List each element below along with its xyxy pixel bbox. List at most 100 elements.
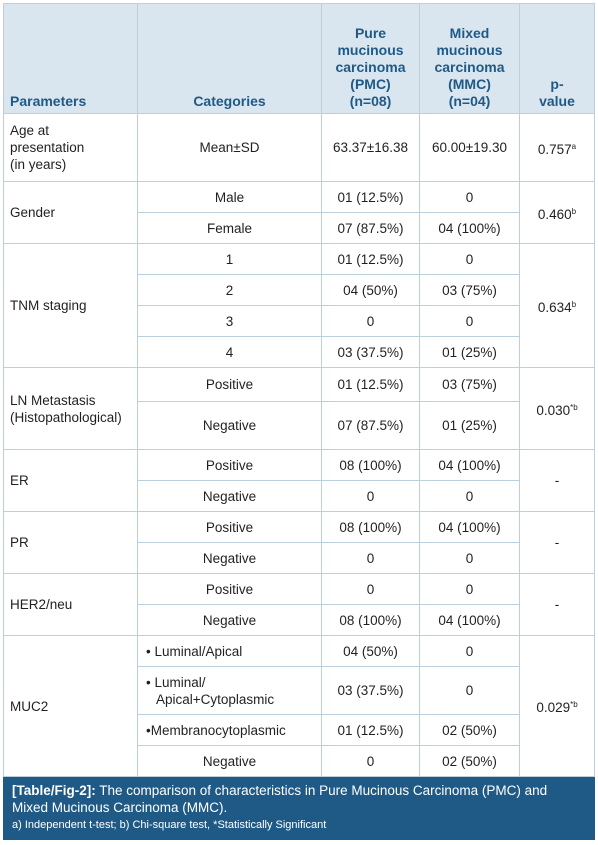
mmc-cell: 01 (25%)	[419, 401, 520, 450]
pmc-cell: 07 (87.5%)	[321, 212, 420, 244]
table-row: • Luminal/Apical+Cytoplasmic 03 (37.5%) …	[4, 666, 595, 715]
table-row: ER Positive 08 (100%) 04 (100%) -	[3, 449, 595, 512]
pmc-cell: 07 (87.5%)	[321, 401, 420, 450]
caption-row: [Table/Fig-2]: The comparison of charact…	[3, 776, 595, 840]
pmc-cell: 04 (50%)	[321, 635, 420, 667]
category-cell: Female	[137, 212, 322, 244]
mmc-cell: 0	[419, 243, 520, 275]
category-cell: • Luminal/Apical	[137, 635, 322, 667]
mmc-cell: 03 (75%)	[419, 274, 520, 306]
pmc-cell: 08 (100%)	[321, 511, 420, 543]
pmc-cell: 0	[321, 542, 420, 574]
table-row-age: Age at presentation (in years) Mean±SD 6…	[3, 113, 595, 182]
param-her2: HER2/neu	[3, 573, 138, 636]
pmc-cell: 03 (37.5%)	[321, 666, 420, 715]
caption-text: [Table/Fig-2]: The comparison of charact…	[12, 783, 548, 815]
pmc-cell: 03 (37.5%)	[321, 336, 420, 368]
param-tnm: TNM staging	[3, 243, 138, 368]
table-row: TNM staging 1 01 (12.5%) 0 0.634b	[3, 243, 595, 368]
header-parameters: Parameters	[3, 3, 138, 114]
table-row: •Membranocytoplasmic 01 (12.5%) 02 (50%)	[4, 714, 595, 746]
mmc-cell: 02 (50%)	[419, 745, 520, 777]
header-mmc: Mixed mucinous carcinoma (MMC) (n=04)	[419, 3, 520, 114]
pmc-cell: 01 (12.5%)	[321, 243, 420, 275]
pmc-cell: 01 (12.5%)	[321, 181, 420, 213]
pmc-cell: 63.37±16.38	[321, 113, 420, 182]
header-pvalue: p- value	[519, 3, 595, 114]
caption-label: [Table/Fig-2]:	[12, 783, 96, 798]
pmc-cell: 0	[321, 305, 420, 337]
category-cell: Positive	[137, 367, 322, 402]
mmc-cell: 0	[419, 573, 520, 605]
table-row: PR Positive 08 (100%) 04 (100%) -	[3, 511, 595, 574]
pvalue-cell: 0.460b	[519, 181, 595, 244]
table-row: Gender Male 01 (12.5%) 0 0.460b	[3, 181, 595, 244]
bullet: •	[146, 674, 151, 690]
category-cell: Male	[137, 181, 322, 213]
category-cell: 4	[137, 336, 322, 368]
table-figure: Parameters Categories Pure mucinous carc…	[3, 3, 595, 842]
pmc-cell: 0	[321, 573, 420, 605]
category-cell: 3	[137, 305, 322, 337]
category-cell: Mean±SD	[137, 113, 322, 182]
header-row: Parameters Categories Pure mucinous carc…	[3, 3, 595, 114]
table-row: 4 03 (37.5%) 01 (25%)	[4, 336, 595, 368]
category-cell: Negative	[137, 480, 322, 512]
table-row: Negative 0 02 (50%)	[4, 745, 595, 777]
table-row: 2 04 (50%) 03 (75%)	[4, 274, 595, 306]
mmc-cell: 0	[419, 635, 520, 667]
table-row: Negative 08 (100%) 04 (100%)	[4, 604, 595, 636]
pmc-cell: 04 (50%)	[321, 274, 420, 306]
pvalue-cell: 0.029*b	[519, 635, 595, 777]
table-row: MUC2 • Luminal/Apical 04 (50%) 0 0.029*b	[3, 635, 595, 777]
pvalue-cell: 0.757a	[519, 113, 595, 182]
mmc-cell: 0	[419, 305, 520, 337]
pmc-cell: 01 (12.5%)	[321, 367, 420, 402]
mmc-cell: 02 (50%)	[419, 714, 520, 746]
pvalue-cell: -	[519, 511, 595, 574]
header-pmc: Pure mucinous carcinoma (PMC) (n=08)	[321, 3, 420, 114]
table-row: Female 07 (87.5%) 04 (100%)	[4, 212, 595, 244]
param-muc2: MUC2	[3, 635, 138, 777]
category-cell: Positive	[137, 573, 322, 605]
category-cell: Negative	[137, 604, 322, 636]
pmc-cell: 0	[321, 745, 420, 777]
pvalue-cell: 0.030*b	[519, 367, 595, 450]
category-cell: 2	[137, 274, 322, 306]
param-age: Age at presentation (in years)	[3, 113, 138, 182]
category-cell: Positive	[137, 511, 322, 543]
category-cell: Positive	[137, 449, 322, 481]
pvalue-cell: -	[519, 449, 595, 512]
table-caption: [Table/Fig-2]: The comparison of charact…	[3, 776, 595, 840]
pmc-cell: 08 (100%)	[321, 449, 420, 481]
table-row: Negative 0 0	[4, 480, 595, 512]
pvalue-cell: 0.634b	[519, 243, 595, 368]
mmc-cell: 04 (100%)	[419, 212, 520, 244]
header-categories: Categories	[137, 3, 322, 114]
category-cell: • Luminal/Apical+Cytoplasmic	[137, 666, 322, 715]
bullet: •	[146, 722, 151, 738]
category-cell: •Membranocytoplasmic	[137, 714, 322, 746]
bullet: •	[146, 643, 151, 659]
table-row: Negative 0 0	[4, 542, 595, 574]
table-row: 3 0 0	[4, 305, 595, 337]
category-cell: Negative	[137, 401, 322, 450]
comparison-table: Parameters Categories Pure mucinous carc…	[3, 3, 595, 840]
mmc-cell: 60.00±19.30	[419, 113, 520, 182]
mmc-cell: 0	[419, 480, 520, 512]
mmc-cell: 04 (100%)	[419, 511, 520, 543]
mmc-cell: 03 (75%)	[419, 367, 520, 402]
pmc-cell: 01 (12.5%)	[321, 714, 420, 746]
category-cell: 1	[137, 243, 322, 275]
mmc-cell: 01 (25%)	[419, 336, 520, 368]
table-row: HER2/neu Positive 0 0 -	[3, 573, 595, 636]
mmc-cell: 0	[419, 181, 520, 213]
mmc-cell: 04 (100%)	[419, 604, 520, 636]
param-er: ER	[3, 449, 138, 512]
mmc-cell: 0	[419, 666, 520, 715]
mmc-cell: 0	[419, 542, 520, 574]
param-gender: Gender	[3, 181, 138, 244]
param-ln-metastasis: LN Metastasis (Histopathological)	[3, 367, 138, 450]
pmc-cell: 0	[321, 480, 420, 512]
mmc-cell: 04 (100%)	[419, 449, 520, 481]
